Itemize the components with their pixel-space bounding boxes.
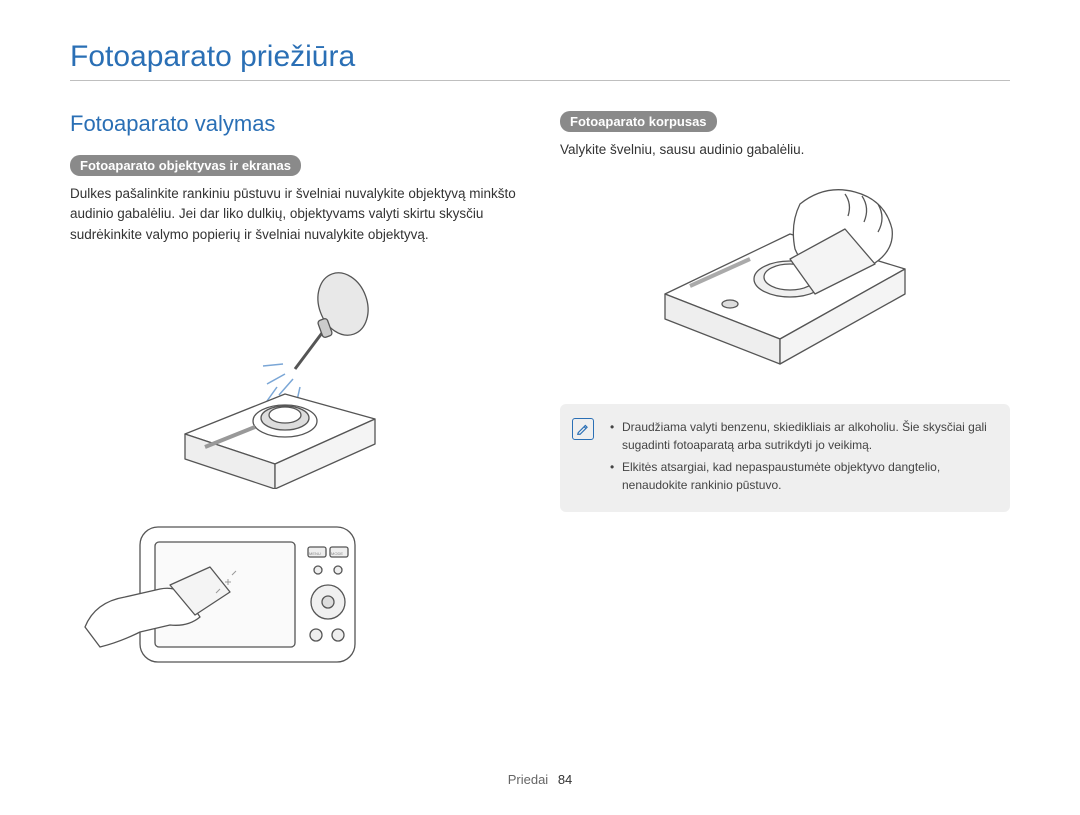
svg-text:MENU: MENU <box>309 551 321 556</box>
right-column: Fotoaparato korpusas Valykite švelniu, s… <box>560 111 1010 695</box>
footer-page-number: 84 <box>558 772 572 787</box>
note-item: Draudžiama valyti benzenu, skiedikliais … <box>610 418 994 454</box>
note-box: Draudžiama valyti benzenu, skiedikliais … <box>560 404 1010 512</box>
illustration-wipe-body <box>640 174 930 374</box>
lens-instructions: Dulkes pašalinkite rankiniu pūstuvu ir š… <box>70 184 520 245</box>
illustration-blower <box>165 259 425 489</box>
body-instructions: Valykite švelniu, sausu audinio gabalėli… <box>560 140 1010 160</box>
left-column: Fotoaparato valymas Fotoaparato objektyv… <box>70 111 520 695</box>
section-subtitle: Fotoaparato valymas <box>70 111 520 137</box>
illustration-wipe-screen: MENU MODE <box>80 507 370 677</box>
pill-body: Fotoaparato korpusas <box>560 111 717 132</box>
page-footer: Priedai 84 <box>0 772 1080 787</box>
note-list: Draudžiama valyti benzenu, skiedikliais … <box>610 418 994 494</box>
page-title: Fotoaparato priežiūra <box>70 40 1010 81</box>
pill-lens-screen: Fotoaparato objektyvas ir ekranas <box>70 155 301 176</box>
note-pencil-icon <box>572 418 594 440</box>
footer-section: Priedai <box>508 772 548 787</box>
content-columns: Fotoaparato valymas Fotoaparato objektyv… <box>70 111 1010 695</box>
note-item: Elkitės atsargiai, kad nepaspaustumėte o… <box>610 458 994 494</box>
svg-text:MODE: MODE <box>331 551 343 556</box>
